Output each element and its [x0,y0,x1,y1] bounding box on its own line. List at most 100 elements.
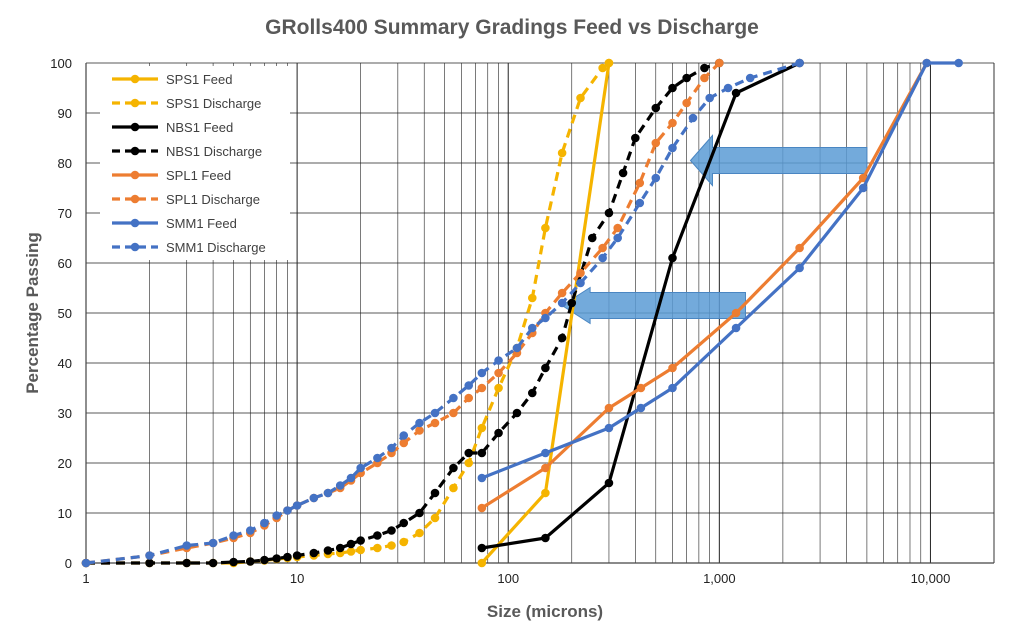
data-point [494,356,503,365]
data-point [512,343,522,353]
y-tick-label: 10 [58,506,72,521]
data-point [954,58,963,68]
data-point [430,408,440,418]
y-tick-label: 50 [58,306,72,321]
data-point [598,253,607,263]
data-point [705,93,714,103]
chart-title: GRolls400 Summary Gradings Feed vs Disch… [265,16,759,39]
data-point [415,508,424,518]
data-point [613,223,622,233]
annotation-arrow-upper [689,134,868,187]
legend-box [100,66,290,260]
data-point [449,408,458,418]
data-point [449,463,458,473]
data-point [541,463,550,473]
series-nbs1-discharge [81,58,724,568]
data-point [604,208,614,218]
y-tick-label: 100 [50,56,72,71]
data-point [399,537,409,547]
data-point [557,288,567,298]
data-point [541,313,550,323]
data-point [477,543,487,553]
data-point [182,558,192,568]
legend-item: SPS1 Feed [112,72,233,87]
data-point [604,478,614,488]
x-tick-label: 10,000 [911,571,951,586]
data-point [541,223,550,233]
data-point [323,488,333,498]
annotation-arrow-lower [561,286,746,325]
legend-item: NBS1 Feed [112,120,233,135]
data-point [795,263,804,273]
data-point [292,551,302,560]
x-tick-label: 10 [290,571,304,586]
data-point [668,143,677,153]
data-point [715,58,724,68]
data-point [145,558,154,568]
data-point [541,363,550,373]
data-point [323,546,333,555]
y-axis-title: Percentage Passing [23,232,42,394]
data-point [356,545,365,555]
y-tick-label: 40 [58,356,72,371]
data-point [700,73,709,83]
data-point [399,518,409,528]
data-point [557,148,567,158]
data-point [387,526,396,535]
data-point [567,298,577,308]
data-point [682,98,691,108]
data-point [449,483,458,493]
data-point [494,383,503,393]
data-point [635,178,645,188]
data-point [477,448,487,458]
legend-marker [130,146,140,156]
data-point [145,551,154,560]
legend-marker [130,194,140,204]
data-point [229,531,238,540]
legend-label: SPS1 Discharge [166,96,261,111]
data-point [464,458,474,468]
data-point [494,368,503,378]
legend-marker [130,98,140,108]
data-point [527,388,537,398]
data-point [618,168,628,178]
series-line [481,61,959,480]
data-point [668,83,677,93]
legend-marker [130,74,140,84]
data-point [731,308,741,318]
legend-marker [130,242,140,252]
data-point [723,83,733,93]
data-point [494,428,503,438]
data-point [541,488,550,498]
data-point [604,403,614,413]
data-point [636,383,646,393]
data-point [346,539,356,549]
data-point [346,473,356,483]
data-point [636,403,646,413]
data-point [668,118,677,128]
x-tick-label: 1,000 [703,571,736,586]
data-point [527,323,537,333]
data-point [283,552,292,562]
y-tick-label: 20 [58,456,72,471]
data-point [477,558,487,568]
y-tick-label: 0 [65,556,72,571]
data-point [430,418,440,428]
data-point [631,133,640,143]
annotation-arrows [561,134,868,325]
y-tick-label: 70 [58,206,72,221]
data-point [651,173,661,183]
data-point [668,253,677,263]
data-point [309,493,319,503]
data-point [858,173,868,183]
data-point [260,555,269,565]
legend-label: SPS1 Feed [166,72,233,87]
data-point [415,418,424,428]
legend-label: SPL1 Feed [166,168,231,183]
data-point [576,278,585,288]
x-axis-title: Size (microns) [487,602,603,621]
data-point [557,298,567,308]
data-point [604,423,614,433]
